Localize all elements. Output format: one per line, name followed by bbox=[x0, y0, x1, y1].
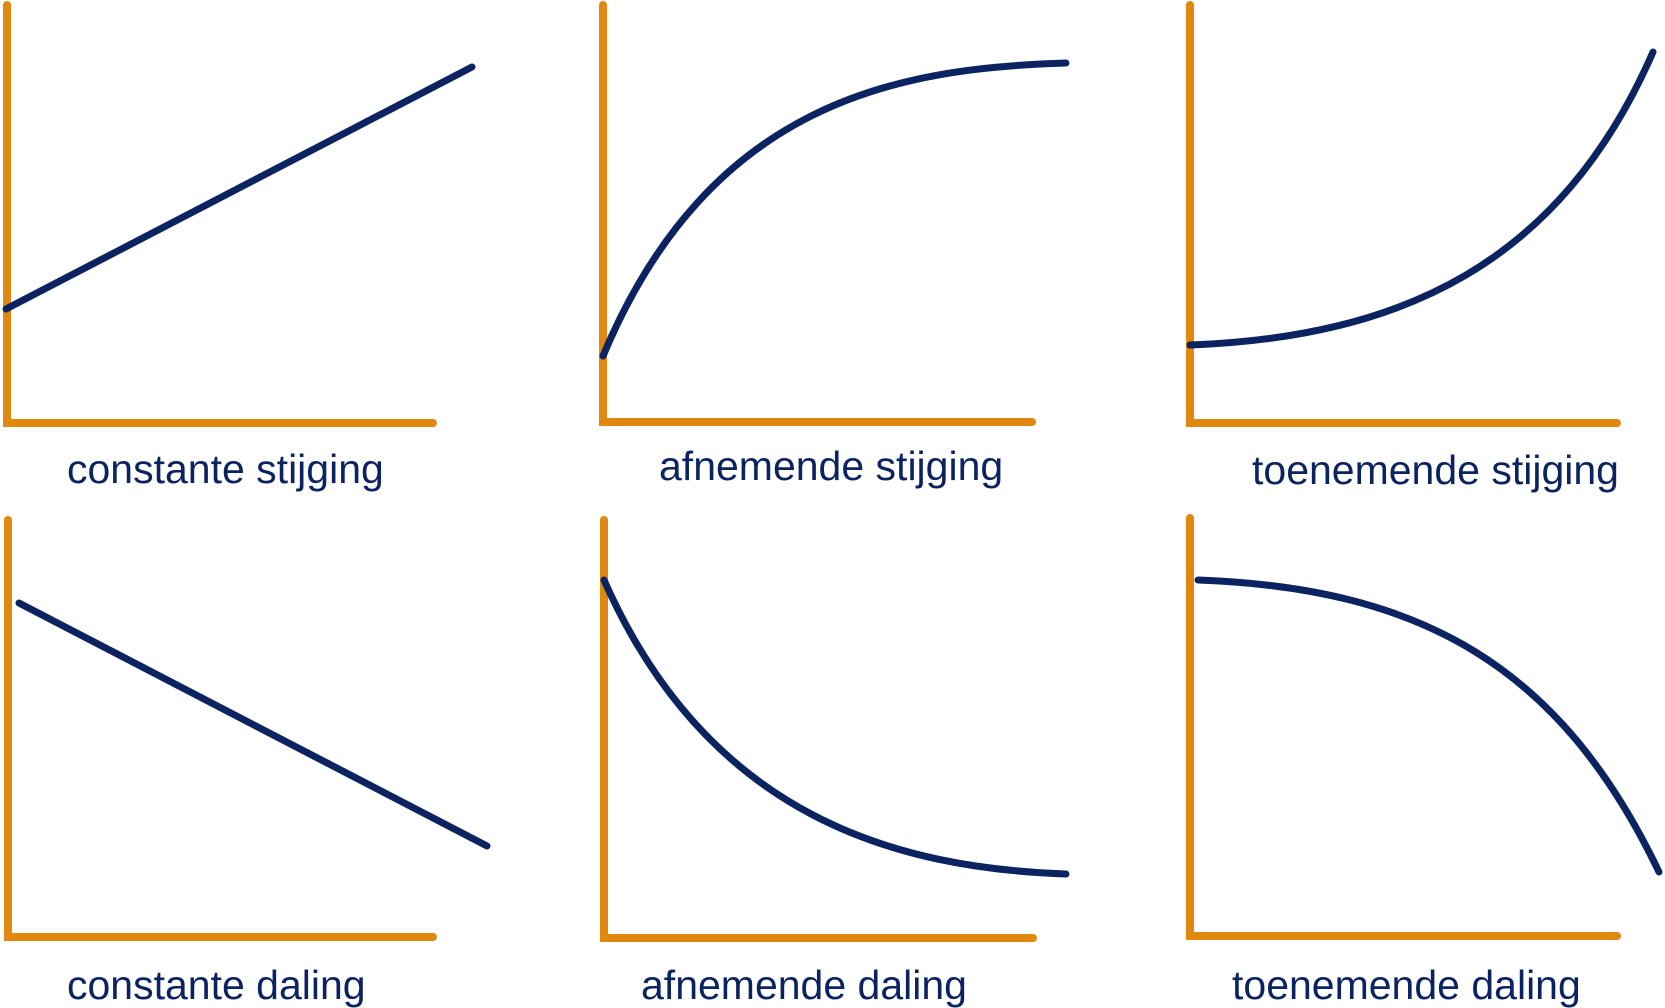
panel-decreasing-rise bbox=[599, 1, 1070, 426]
axes bbox=[4, 516, 437, 941]
caption-increasing-fall: toenemende daling bbox=[1232, 962, 1581, 1008]
caption-decreasing-fall: afnemende daling bbox=[641, 962, 967, 1008]
panel-increasing-rise bbox=[1186, 1, 1657, 427]
axes bbox=[600, 516, 1037, 942]
curve-line bbox=[15, 599, 491, 850]
axes bbox=[599, 1, 1036, 426]
axes bbox=[1186, 1, 1621, 427]
axes bbox=[1186, 514, 1621, 940]
panel-constant-rise bbox=[2, 1, 476, 427]
curve-line bbox=[600, 576, 1070, 878]
axes bbox=[3, 1, 437, 427]
caption-constant-rise: constante stijging bbox=[67, 446, 384, 492]
panel-decreasing-fall bbox=[600, 516, 1070, 942]
panel-increasing-fall bbox=[1186, 514, 1663, 940]
curve-line bbox=[599, 59, 1070, 360]
curve-line bbox=[1194, 576, 1663, 876]
panel-constant-fall bbox=[4, 516, 491, 941]
curve-line bbox=[2, 63, 476, 313]
curve-line bbox=[1186, 48, 1657, 349]
caption-decreasing-rise: afnemende stijging bbox=[659, 443, 1004, 489]
caption-increasing-rise: toenemende stijging bbox=[1252, 447, 1619, 493]
caption-constant-fall: constante daling bbox=[67, 962, 366, 1008]
